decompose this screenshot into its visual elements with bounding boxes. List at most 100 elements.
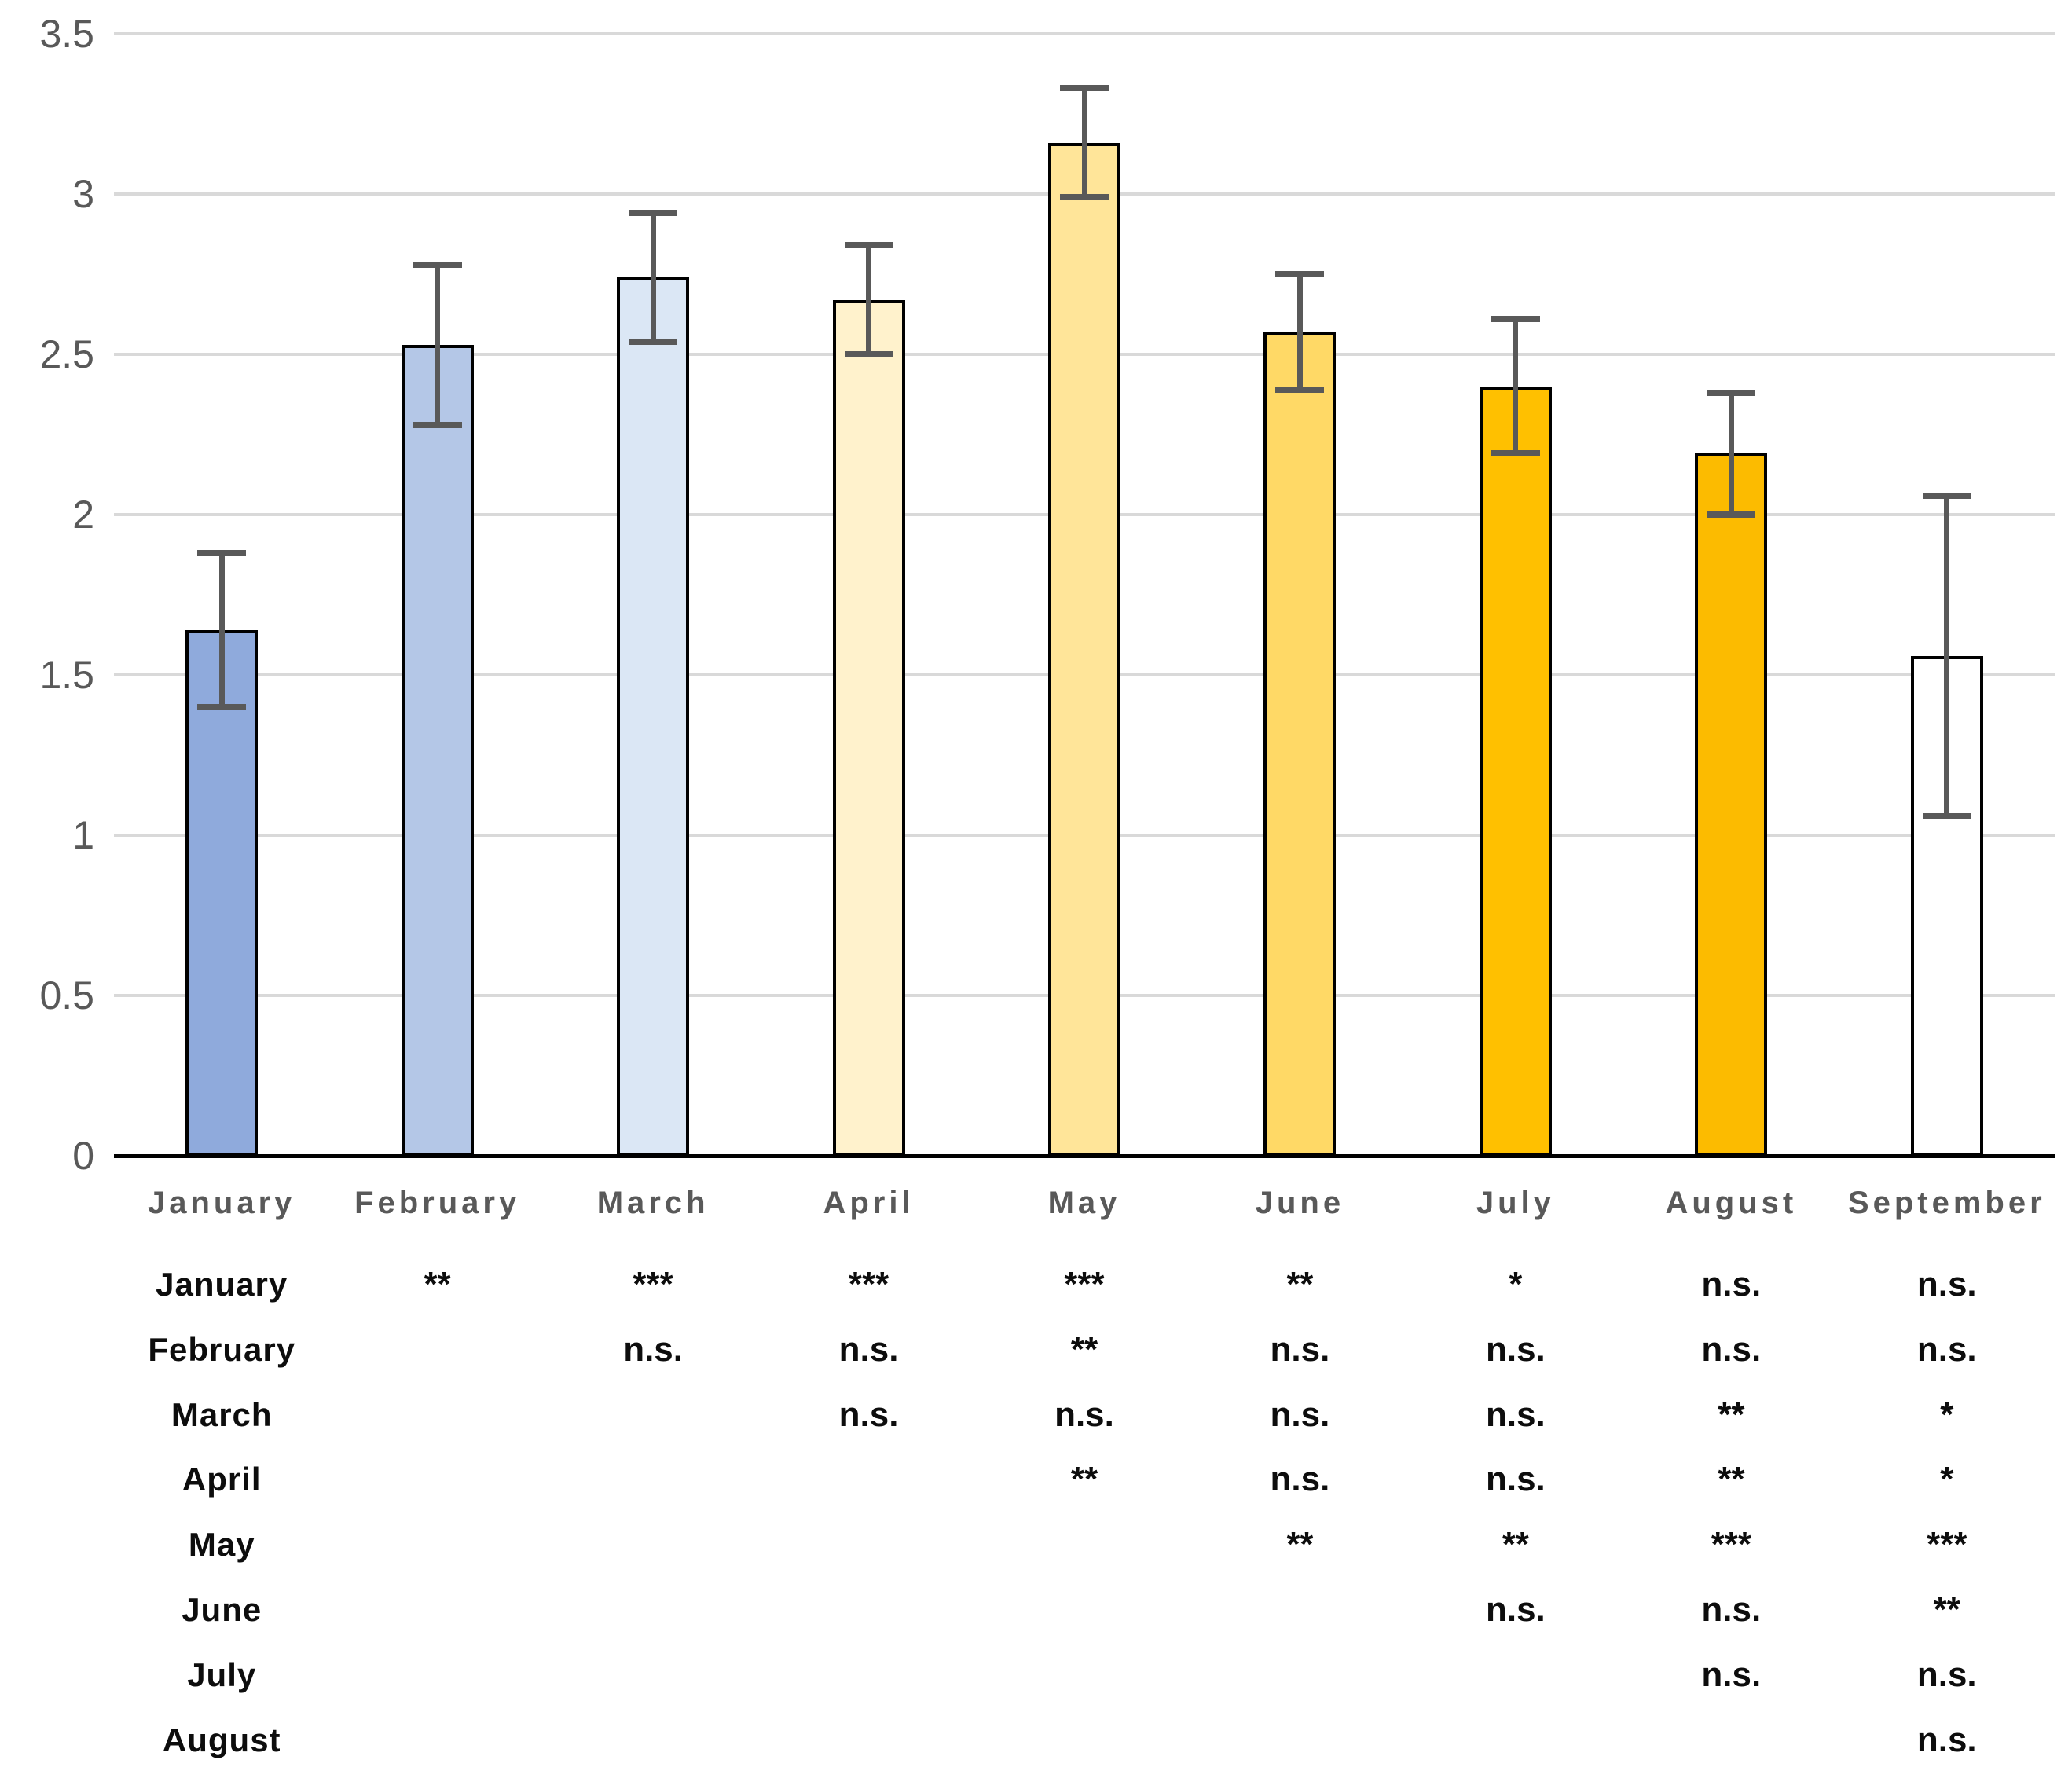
error-bar-bottom-cap-march xyxy=(629,338,678,345)
sig-row-label-january: January xyxy=(156,1266,288,1303)
sig-row-label-may: May xyxy=(188,1526,255,1564)
sig-march-vs-august: ** xyxy=(1718,1395,1745,1434)
sig-january-vs-april: *** xyxy=(848,1265,889,1303)
sig-july-vs-september: n.s. xyxy=(1916,1655,1977,1694)
y-axis-tick-label: 1.5 xyxy=(39,653,94,697)
sig-february-vs-march: n.s. xyxy=(623,1329,683,1369)
error-bar-top-cap-april xyxy=(844,242,893,249)
error-bar-bottom-cap-april xyxy=(844,351,893,357)
sig-may-vs-september: *** xyxy=(1927,1525,1967,1564)
y-axis-tick-label: 2.5 xyxy=(39,332,94,376)
sig-april-vs-july: n.s. xyxy=(1485,1460,1546,1499)
error-bar-top-cap-march xyxy=(629,210,678,217)
sig-april-vs-september: * xyxy=(1940,1460,1954,1499)
error-bar-bottom-cap-july xyxy=(1491,450,1540,457)
x-axis-line xyxy=(114,1154,2055,1158)
error-bar-line-march xyxy=(650,213,656,342)
sig-january-vs-may: *** xyxy=(1064,1265,1105,1303)
x-axis-label-january: January xyxy=(148,1186,296,1220)
x-axis-label-march: March xyxy=(596,1186,710,1220)
x-axis-label-june: June xyxy=(1255,1186,1345,1220)
error-bar-line-june xyxy=(1296,274,1303,390)
y-axis-tick-label: 0 xyxy=(72,1134,94,1178)
sig-july-vs-august: n.s. xyxy=(1701,1655,1762,1694)
sig-row-label-march: March xyxy=(171,1395,273,1433)
error-bar-top-cap-august xyxy=(1707,389,1756,396)
error-bar-bottom-cap-september xyxy=(1922,812,1971,819)
sig-may-vs-june: ** xyxy=(1286,1525,1314,1564)
bar-april xyxy=(832,299,905,1156)
sig-august-vs-september: n.s. xyxy=(1916,1720,1977,1759)
error-bar-top-cap-june xyxy=(1275,271,1325,277)
error-bar-top-cap-february xyxy=(413,261,462,268)
bar-july xyxy=(1479,386,1552,1156)
sig-row-label-august: August xyxy=(162,1721,281,1758)
sig-february-vs-june: n.s. xyxy=(1270,1329,1330,1369)
x-axis-label-february: February xyxy=(354,1186,521,1220)
error-bar-top-cap-july xyxy=(1491,316,1540,323)
sig-february-vs-august: n.s. xyxy=(1701,1329,1762,1369)
sig-january-vs-march: *** xyxy=(633,1265,673,1303)
y-axis-tick-label: 2 xyxy=(72,493,94,537)
sig-january-vs-february: ** xyxy=(424,1265,451,1303)
error-bar-bottom-cap-february xyxy=(413,421,462,428)
error-bar-line-february xyxy=(435,264,441,425)
y-axis-tick-label: 3.5 xyxy=(39,12,94,56)
x-axis-label-april: April xyxy=(823,1186,915,1220)
sig-march-vs-july: n.s. xyxy=(1485,1395,1546,1434)
error-bar-bottom-cap-june xyxy=(1275,386,1325,393)
sig-june-vs-august: n.s. xyxy=(1701,1590,1762,1629)
sig-january-vs-september: n.s. xyxy=(1916,1265,1977,1303)
bar-august xyxy=(1695,453,1768,1156)
error-bar-bottom-cap-may xyxy=(1060,194,1109,201)
x-axis-label-august: August xyxy=(1665,1186,1798,1220)
error-bar-line-september xyxy=(1944,495,1950,816)
error-bar-line-july xyxy=(1513,319,1519,454)
sig-may-vs-july: ** xyxy=(1502,1525,1529,1564)
sig-april-vs-may: ** xyxy=(1070,1460,1098,1499)
error-bar-bottom-cap-january xyxy=(197,703,247,710)
y-axis-tick-label: 0.5 xyxy=(39,973,94,1017)
sig-row-label-april: April xyxy=(182,1461,262,1498)
sig-march-vs-may: n.s. xyxy=(1054,1395,1114,1434)
bar-march xyxy=(617,277,690,1156)
error-bar-line-august xyxy=(1728,392,1734,515)
sig-february-vs-july: n.s. xyxy=(1485,1329,1546,1369)
error-bar-line-may xyxy=(1081,88,1087,198)
sig-march-vs-june: n.s. xyxy=(1270,1395,1330,1434)
sig-may-vs-august: *** xyxy=(1711,1525,1752,1564)
x-axis-label-may: May xyxy=(1047,1186,1121,1220)
sig-row-label-june: June xyxy=(182,1591,262,1628)
error-bar-line-january xyxy=(218,552,225,707)
y-axis-tick-label: 1 xyxy=(72,813,94,857)
sig-march-vs-april: n.s. xyxy=(838,1395,899,1434)
y-axis-tick-label: 3 xyxy=(72,172,94,216)
x-axis-label-september: September xyxy=(1847,1186,2046,1220)
sig-february-vs-may: ** xyxy=(1070,1329,1098,1369)
sig-april-vs-june: n.s. xyxy=(1270,1460,1330,1499)
bar-june xyxy=(1263,332,1337,1156)
bar-may xyxy=(1048,142,1120,1156)
error-bar-top-cap-january xyxy=(197,549,247,556)
error-bar-top-cap-september xyxy=(1922,492,1971,499)
sig-april-vs-august: ** xyxy=(1718,1460,1745,1499)
sig-march-vs-september: * xyxy=(1940,1395,1954,1434)
sig-june-vs-july: n.s. xyxy=(1485,1590,1546,1629)
sig-february-vs-april: n.s. xyxy=(838,1329,899,1369)
bar-february xyxy=(401,344,474,1156)
x-axis-label-july: July xyxy=(1476,1186,1555,1220)
sig-june-vs-september: ** xyxy=(1933,1590,1960,1629)
sig-row-label-july: July xyxy=(187,1655,257,1693)
error-bar-bottom-cap-august xyxy=(1707,511,1756,518)
sig-january-vs-july: * xyxy=(1509,1265,1523,1303)
sig-february-vs-september: n.s. xyxy=(1916,1329,1977,1369)
bar-september xyxy=(1910,655,1983,1156)
error-bar-line-april xyxy=(866,245,872,354)
sig-january-vs-june: ** xyxy=(1286,1265,1314,1303)
sig-january-vs-august: n.s. xyxy=(1701,1265,1762,1303)
sig-row-label-february: February xyxy=(148,1330,296,1368)
gridline-y-3.5 xyxy=(114,32,2055,35)
error-bar-top-cap-may xyxy=(1060,85,1109,92)
bar-january xyxy=(185,629,259,1156)
